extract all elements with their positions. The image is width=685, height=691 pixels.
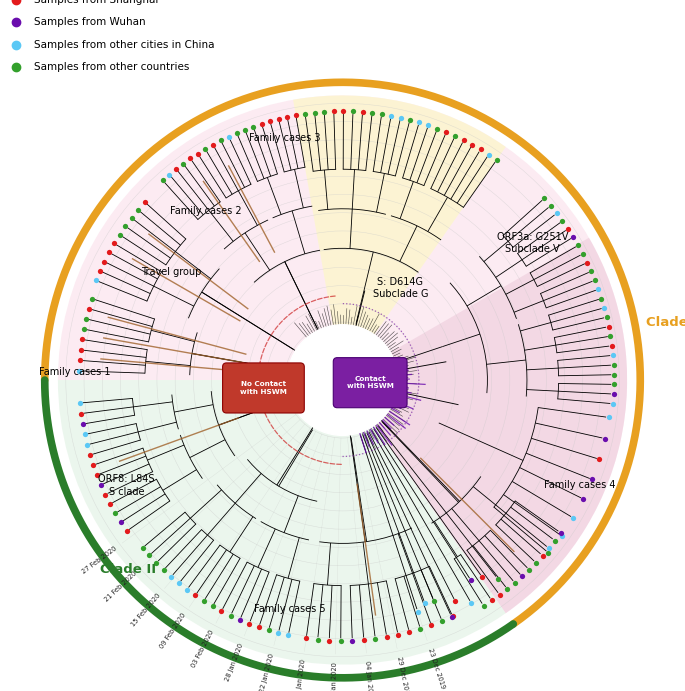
Text: ORF8: L84S
S clade: ORF8: L84S S clade	[98, 474, 155, 497]
Text: S: D614G
Subclade G: S: D614G Subclade G	[373, 276, 428, 299]
FancyBboxPatch shape	[334, 358, 407, 408]
Text: ORF3a: G251V
Subclade V: ORF3a: G251V Subclade V	[497, 231, 568, 254]
Wedge shape	[58, 95, 627, 613]
Text: Samples from other cities in China: Samples from other cities in China	[34, 40, 214, 50]
Text: 27 Feb 2020: 27 Feb 2020	[81, 545, 118, 575]
Text: Family cases 3: Family cases 3	[249, 133, 321, 143]
Text: Samples from Wuhan: Samples from Wuhan	[34, 17, 145, 28]
Text: Clade II: Clade II	[100, 563, 156, 576]
Text: 23 Dec 2019: 23 Dec 2019	[427, 647, 445, 689]
Text: No Contact
with HSWM: No Contact with HSWM	[240, 381, 287, 395]
Text: 16 Jan 2020: 16 Jan 2020	[295, 659, 306, 691]
Text: 21 Feb 2020: 21 Feb 2020	[104, 570, 138, 603]
Text: 04 Jan 2020: 04 Jan 2020	[364, 661, 373, 691]
Wedge shape	[293, 95, 506, 380]
Text: 15 Feb 2020: 15 Feb 2020	[130, 592, 162, 628]
Text: 22 Jan 2020: 22 Jan 2020	[259, 652, 275, 691]
Wedge shape	[342, 238, 627, 613]
Text: 29 Dec 2019: 29 Dec 2019	[396, 656, 410, 691]
Text: Clade I: Clade I	[645, 316, 685, 329]
Text: Contact
with HSWM: Contact with HSWM	[347, 376, 394, 390]
Text: Family cases 4: Family cases 4	[544, 480, 615, 491]
Text: Travel group: Travel group	[141, 267, 201, 277]
Circle shape	[287, 325, 398, 435]
Text: 03 Feb 2020: 03 Feb 2020	[190, 629, 215, 668]
Text: Samples from Shanghai: Samples from Shanghai	[34, 0, 158, 5]
Text: Family cases 1: Family cases 1	[39, 367, 110, 377]
Text: 09 Feb 2020: 09 Feb 2020	[159, 612, 187, 650]
Text: Family cases 2: Family cases 2	[170, 207, 241, 216]
Text: 10 Jan 2020: 10 Jan 2020	[331, 662, 338, 691]
Text: Family cases 5: Family cases 5	[254, 604, 325, 614]
FancyBboxPatch shape	[223, 363, 304, 413]
Wedge shape	[58, 380, 506, 665]
Text: 28 Jan 2020: 28 Jan 2020	[224, 642, 245, 682]
Text: Samples from other countries: Samples from other countries	[34, 62, 189, 72]
